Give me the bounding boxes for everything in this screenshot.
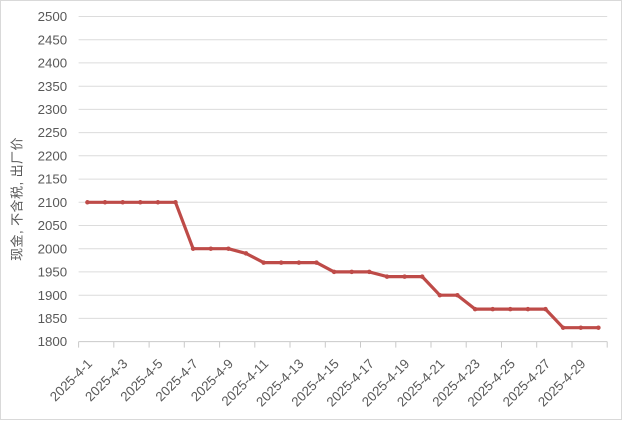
svg-text:2500: 2500 [38, 9, 68, 24]
svg-text:2000: 2000 [38, 241, 68, 256]
svg-text:2200: 2200 [38, 148, 68, 163]
svg-text:2150: 2150 [38, 172, 68, 187]
svg-text:2450: 2450 [38, 32, 68, 47]
svg-text:2400: 2400 [38, 56, 68, 71]
svg-text:2250: 2250 [38, 125, 68, 140]
svg-text:2350: 2350 [38, 79, 68, 94]
svg-text:2050: 2050 [38, 218, 68, 233]
svg-text:1800: 1800 [38, 334, 68, 349]
svg-text:1850: 1850 [38, 311, 68, 326]
svg-text:2100: 2100 [38, 195, 68, 210]
svg-text:现金, 不含税, 出厂价: 现金, 不含税, 出厂价 [9, 137, 24, 261]
svg-text:2300: 2300 [38, 102, 68, 117]
svg-text:1900: 1900 [38, 288, 68, 303]
svg-text:1950: 1950 [38, 265, 68, 280]
